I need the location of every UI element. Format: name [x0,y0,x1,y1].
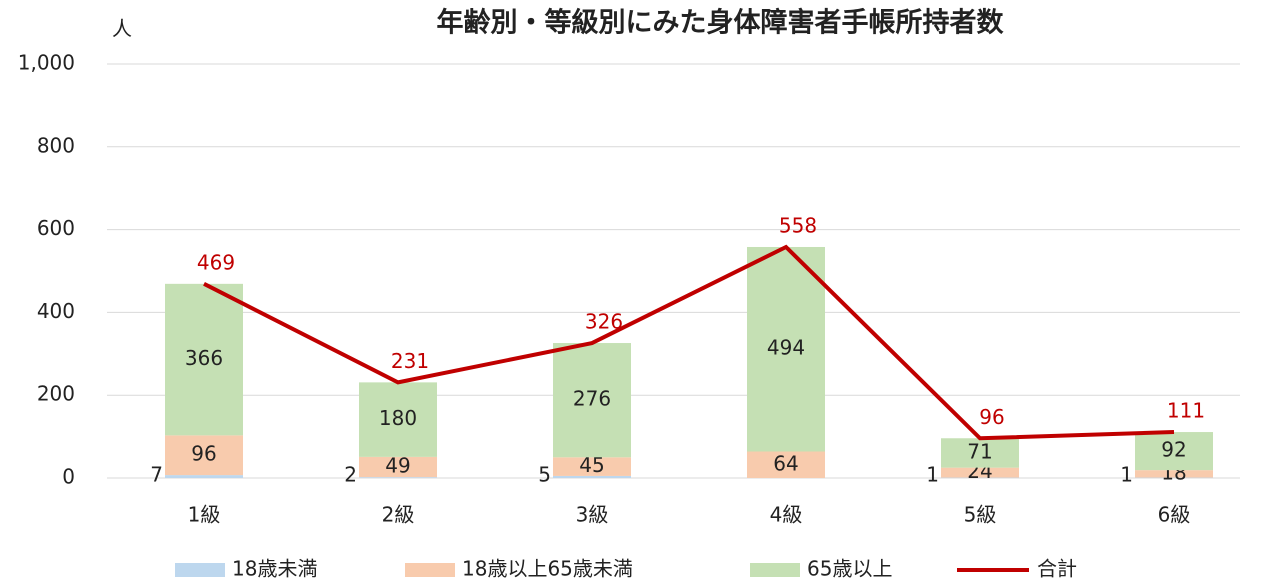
data-label: 7 [150,463,163,487]
bar-segment [747,246,825,452]
data-label: 180 [379,406,417,430]
legend-label: 合計 [1037,557,1077,581]
data-label: 276 [573,387,611,411]
y-tick-label: 600 [37,216,75,240]
bar-segment [553,343,631,458]
y-tick-label: 1,000 [18,51,75,75]
y-tick-label: 800 [37,133,75,157]
line-label: 558 [779,213,817,237]
data-label: 5 [538,463,551,487]
legend-label: 18歳未満 [232,557,317,581]
legend-label: 65歳以上 [807,557,892,581]
data-label: 366 [185,346,223,370]
bar-segment [165,283,243,436]
bar-segment [165,435,243,476]
x-tick-label: 1級 [188,503,221,527]
bar-segment [359,477,437,478]
bar-segment [553,457,631,476]
data-label: 1 [1120,463,1133,487]
bar-segment [553,475,631,478]
x-tick-label: 3級 [576,503,609,527]
line-label: 326 [585,310,623,334]
data-label: 49 [385,454,410,478]
legend-swatch [175,563,225,577]
bar-segment [747,451,825,478]
data-label: 92 [1161,438,1186,462]
bar-segment [359,456,437,478]
x-tick-label: 6級 [1158,503,1191,527]
x-tick-label: 5級 [964,503,997,527]
data-label: 71 [967,439,992,463]
x-tick-label: 2級 [382,503,415,527]
bar-segment [941,467,1019,478]
legend-swatch [750,563,800,577]
data-label: 2 [344,463,357,487]
y-tick-label: 400 [37,299,75,323]
y-tick-label: 0 [62,465,75,489]
line-label: 469 [197,250,235,274]
bar-segment [1135,470,1213,478]
line-label: 231 [391,349,429,373]
x-tick-label: 4級 [770,503,803,527]
legend-label: 18歳以上65歳未満 [462,557,633,581]
y-unit: 人 [112,17,132,41]
line-label: 111 [1167,399,1205,423]
bar-segment [359,382,437,457]
data-label: 64 [773,451,798,475]
bar-segment [165,475,243,478]
line [203,244,1175,441]
line-label: 96 [979,405,1004,429]
chart-title: 年齢別・等級別にみた身体障害者手帳所持者数 [437,7,1005,39]
bar-segment [1135,432,1213,471]
bar-segment [941,438,1019,468]
y-tick-label: 200 [37,382,75,406]
data-label: 96 [191,442,216,466]
data-label: 1 [926,463,939,487]
legend-swatch [405,563,455,577]
data-label: 494 [767,336,805,360]
